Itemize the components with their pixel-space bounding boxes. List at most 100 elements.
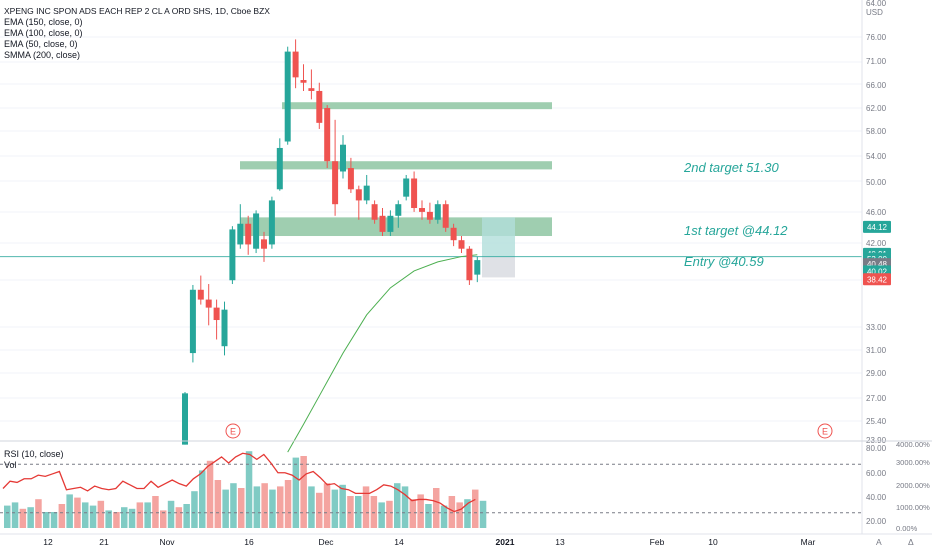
price-badge-label: 40.02 [867, 267, 888, 276]
candle-body [458, 240, 465, 249]
volume-bar [58, 504, 66, 528]
profit-box [482, 217, 515, 257]
time-tick-label: 21 [99, 537, 109, 547]
candle-body [474, 260, 481, 275]
volume-bar [167, 500, 175, 528]
volume-bar [89, 505, 97, 528]
volume-bar [378, 502, 385, 528]
volume-bar [152, 496, 159, 528]
volume-bar [214, 480, 222, 528]
volume-bar [4, 505, 11, 528]
volume-bar [425, 504, 432, 528]
time-tick-label: 16 [244, 537, 254, 547]
price-tick-label: 66.00 [866, 81, 887, 90]
price-tick-label: 54.00 [866, 152, 887, 161]
candle-body [276, 147, 283, 190]
candle-body [324, 107, 331, 162]
time-tick-label: Mar [801, 537, 816, 547]
price-tick-label: 64.00 [866, 0, 887, 8]
volume-bar [222, 489, 229, 528]
vol-legend[interactable]: Vol [4, 460, 17, 470]
rsi-tick-label: 80.00 [866, 444, 887, 453]
candle-body [411, 178, 418, 209]
candle-body [466, 248, 473, 281]
volume-bar [206, 460, 214, 528]
candle-body [387, 215, 394, 232]
target-zone [240, 217, 552, 237]
volume-bar [105, 510, 112, 528]
price-badge-label: 40.48 [867, 260, 888, 269]
volume-bar [11, 502, 19, 528]
price-badge [863, 220, 891, 233]
volume-bar [230, 483, 237, 528]
indicator-ema-100[interactable]: EMA (100, close, 0) [4, 28, 83, 38]
time-tick-label: 2021 [496, 537, 515, 547]
target-zone [282, 102, 552, 110]
candle-body [189, 289, 196, 354]
candle-body [237, 223, 244, 245]
annotation-entry: Entry @40.59 [684, 254, 764, 269]
price-tick-label: 27.00 [866, 394, 887, 403]
smma-line [287, 254, 478, 453]
volume-bar [316, 492, 323, 528]
price-tick-label: 33.00 [866, 323, 887, 332]
volume-bar [448, 496, 456, 528]
stop-box [482, 256, 515, 278]
candle-body [363, 185, 370, 201]
price-tick-label: USD [866, 8, 883, 17]
volume-bar [191, 491, 198, 528]
volume-bar [277, 486, 284, 528]
volume-bar [323, 483, 331, 528]
volume-tick-label: 1000.00% [896, 503, 930, 512]
rsi-line [2, 452, 476, 513]
price-badge-label: 38.42 [867, 275, 888, 284]
volume-bar [284, 480, 292, 528]
volume-bar [472, 489, 479, 528]
earnings-marker [225, 423, 241, 439]
volume-bar [253, 486, 261, 528]
candle-body [197, 289, 204, 300]
candle-body [419, 208, 425, 212]
candle-body [213, 307, 220, 321]
candle-body [221, 309, 228, 347]
volume-bar [66, 494, 73, 528]
earnings-marker [817, 423, 833, 439]
volume-tick-label: 2000.00% [896, 481, 930, 490]
time-tick-label: 10 [708, 537, 718, 547]
volume-bar [440, 505, 448, 528]
indicator-ema-150[interactable]: EMA (150, close, 0) [4, 17, 83, 27]
volume-bar [409, 499, 417, 528]
annotation-2nd-target: 2nd target 51.30 [683, 160, 779, 175]
volume-tick-label: 4000.00% [896, 440, 930, 449]
indicator-ema-50[interactable]: EMA (50, close, 0) [4, 39, 78, 49]
candle-body [332, 161, 339, 205]
candle-body [253, 213, 260, 249]
time-tick-label: 12 [43, 537, 53, 547]
candle-body [316, 90, 323, 123]
price-tick-label: 29.00 [866, 369, 887, 378]
price-tick-label: 76.00 [866, 33, 887, 42]
volume-bar [35, 499, 42, 528]
volume-bar [97, 500, 105, 528]
annotation-1st-target: 1st target @44.12 [684, 223, 788, 238]
price-tick-label: 25.40 [866, 417, 887, 426]
volume-bar [347, 496, 354, 528]
volume-bar [82, 502, 89, 528]
volume-bar [464, 499, 471, 528]
volume-bar [128, 508, 136, 528]
candle-body [395, 204, 402, 216]
volume-bar [456, 502, 463, 528]
candle-body [205, 299, 212, 308]
volume-bar [300, 456, 307, 528]
volume-bar [175, 507, 183, 528]
candle-body [229, 229, 236, 281]
candle-body [355, 189, 362, 201]
symbol-title[interactable]: XPENG INC SPON ADS EACH REP 2 CL A ORD S… [4, 6, 270, 16]
candle-body [347, 168, 354, 190]
indicator-smma-200[interactable]: SMMA (200, close) [4, 50, 81, 60]
rsi-legend[interactable]: RSI (10, close) [4, 449, 64, 459]
price-tick-label: 42.00 [866, 239, 887, 248]
volume-bar [238, 488, 245, 528]
